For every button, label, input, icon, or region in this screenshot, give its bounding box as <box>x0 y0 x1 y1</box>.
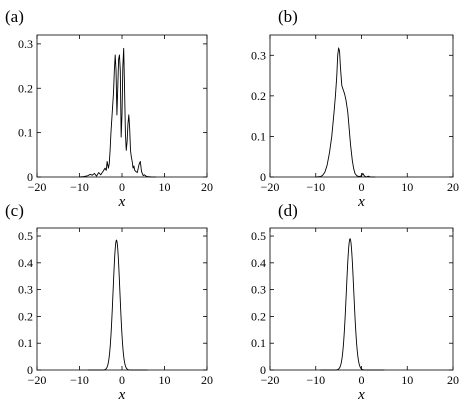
y-tick-label: 0.2 <box>251 309 266 323</box>
x-axis-label: x <box>357 387 365 402</box>
y-tick-label: 0 <box>27 170 33 184</box>
panel-2: (c) −20 −10 0 10 20 0 0.1 0.2 0.3 0.4 0.5 x <box>5 201 213 402</box>
data-curve <box>87 239 148 371</box>
y-tick-label: 0.5 <box>18 229 33 243</box>
plot-frame <box>269 227 454 371</box>
x-tick-label: 10 <box>159 180 171 194</box>
y-tick-label: 0.2 <box>251 89 266 103</box>
y-tick-label: 0.1 <box>18 336 33 350</box>
x-tick-label: −10 <box>70 180 89 194</box>
x-tick-label: 10 <box>401 373 413 387</box>
y-tick-label: 0.3 <box>18 283 33 297</box>
x-tick-label: 10 <box>159 373 171 387</box>
x-tick-label: 0 <box>359 180 365 194</box>
x-tick-label: −10 <box>306 373 325 387</box>
panel-label: (c) <box>5 201 24 220</box>
plot-frame <box>269 34 454 178</box>
data-curve <box>315 47 376 178</box>
x-axis-label: x <box>357 194 365 210</box>
y-tick-label: 0.4 <box>251 256 266 270</box>
panel-1: (b) −20 −10 0 10 20 0 0.1 0.2 0.3 x <box>251 7 459 210</box>
x-axis-label: x <box>118 194 126 210</box>
y-tick-label: 0.3 <box>18 37 33 51</box>
panel-label: (b) <box>278 7 298 26</box>
panel-0: (a) −20 −10 0 10 20 0 0.1 0.2 0.3 x <box>5 7 213 210</box>
x-tick-label: −20 <box>261 373 280 387</box>
y-tick-label: 0.1 <box>251 336 266 350</box>
x-tick-label: 20 <box>201 180 213 194</box>
data-curve <box>320 238 385 371</box>
y-tick-label: 0 <box>27 363 33 377</box>
x-tick-label: −20 <box>28 373 47 387</box>
x-tick-label: 0 <box>359 373 365 387</box>
y-tick-label: 0.3 <box>251 48 266 62</box>
x-tick-label: 10 <box>401 180 413 194</box>
x-axis-label: x <box>118 387 126 402</box>
x-tick-label: −20 <box>261 180 280 194</box>
y-tick-label: 0 <box>260 170 266 184</box>
y-tick-label: 0.2 <box>18 81 33 95</box>
x-tick-label: 0 <box>119 373 125 387</box>
x-tick-label: −20 <box>28 180 47 194</box>
data-curve <box>79 47 156 178</box>
y-tick-label: 0.5 <box>251 229 266 243</box>
y-tick-label: 0 <box>260 363 266 377</box>
y-tick-label: 0.1 <box>18 126 33 140</box>
y-tick-label: 0.3 <box>251 283 266 297</box>
x-tick-label: 0 <box>119 180 125 194</box>
x-tick-label: −10 <box>306 180 325 194</box>
x-tick-label: 20 <box>447 373 459 387</box>
panel-label: (d) <box>278 201 298 220</box>
y-tick-label: 0.2 <box>18 309 33 323</box>
plot-frame <box>36 227 208 371</box>
panel-3: (d) −20 −10 0 10 20 0 0.1 0.2 0.3 0.4 0.5 x <box>251 201 459 402</box>
x-tick-label: 20 <box>447 180 459 194</box>
y-tick-label: 0.4 <box>18 256 33 270</box>
x-tick-label: −10 <box>70 373 89 387</box>
y-tick-label: 0.1 <box>251 129 266 143</box>
x-tick-label: 20 <box>201 373 213 387</box>
panel-label: (a) <box>5 7 24 26</box>
